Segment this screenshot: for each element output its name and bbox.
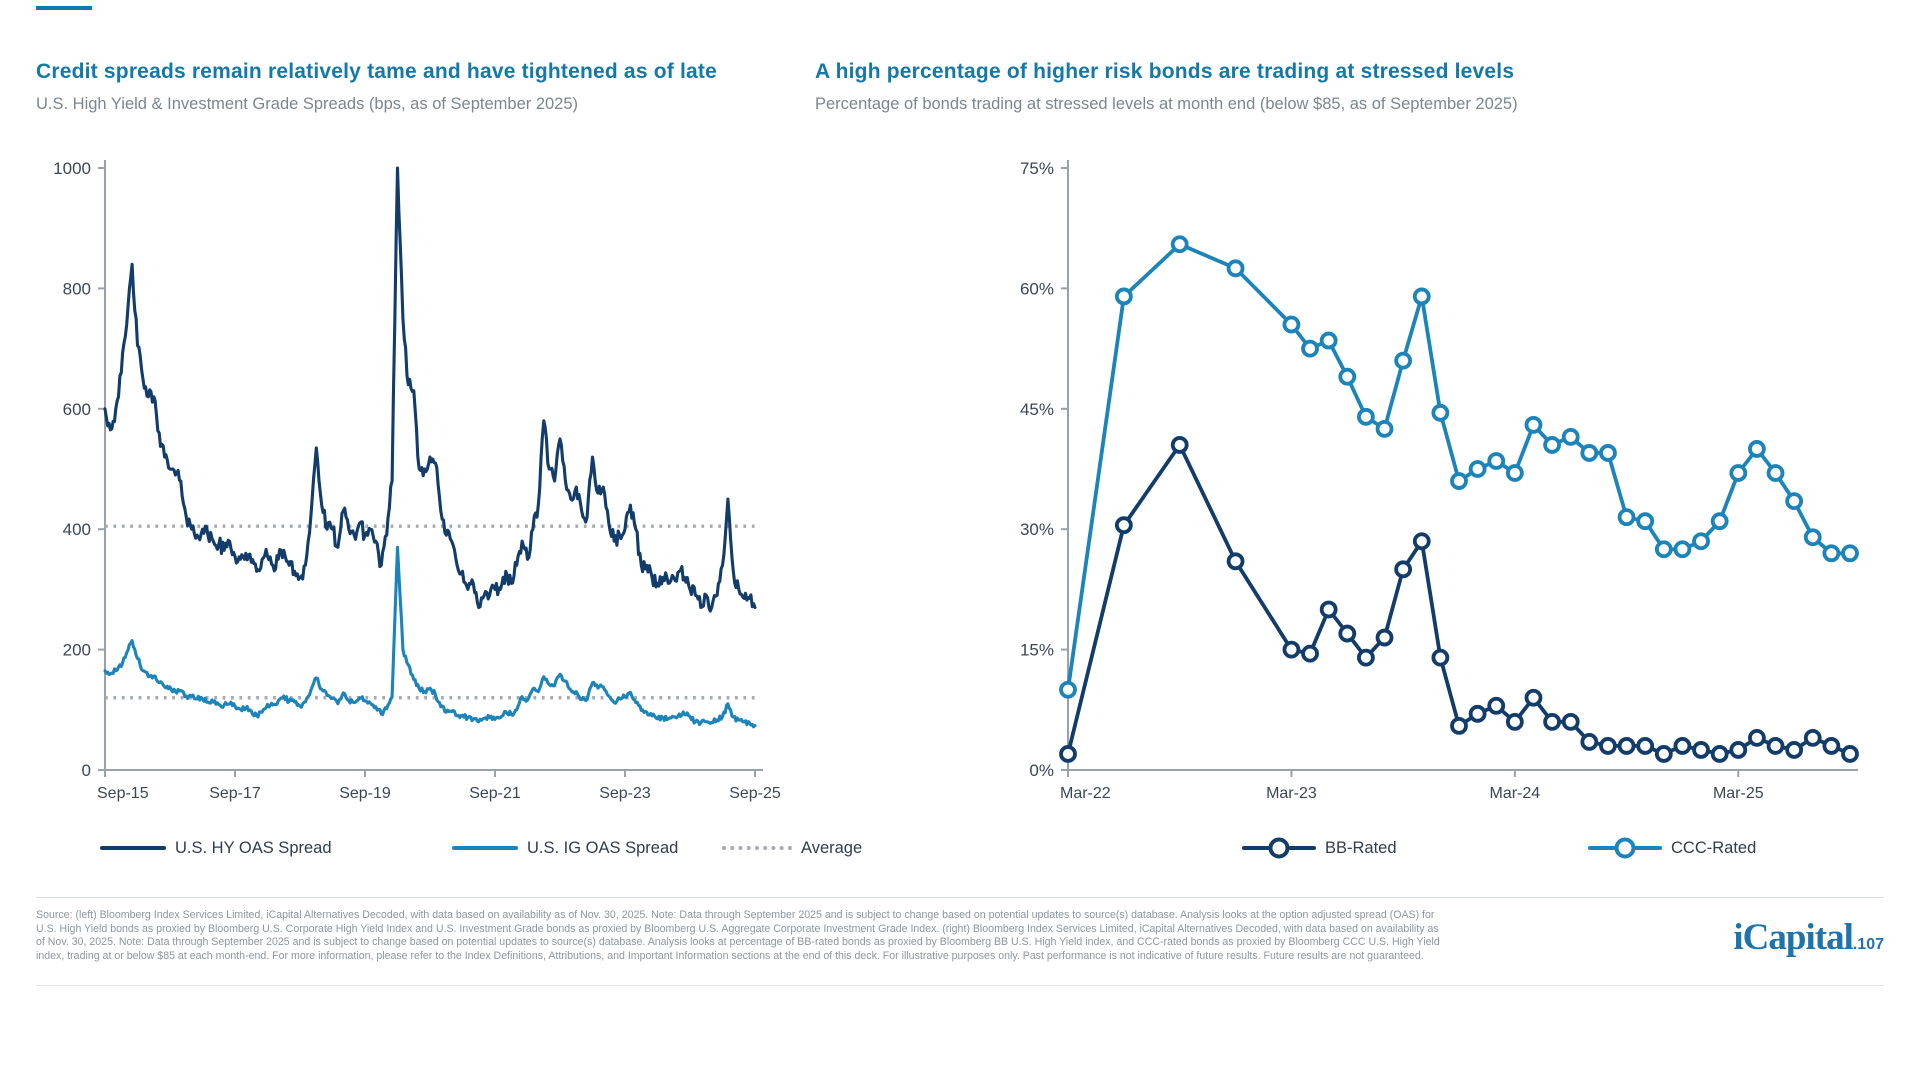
legend-label-ccc: CCC-Rated xyxy=(1671,838,1757,857)
icapital-logo: iCapital.107 xyxy=(1733,916,1884,959)
icapital-wordmark: iCapital xyxy=(1733,917,1853,958)
ccc-circle-icon xyxy=(1614,837,1636,859)
top-accent-bar xyxy=(36,6,92,10)
svg-text:30%: 30% xyxy=(1020,520,1054,539)
left-chart-subtitle: U.S. High Yield & Investment Grade Sprea… xyxy=(36,95,579,113)
right-chart-subtitle: Percentage of bonds trading at stressed … xyxy=(815,95,1518,113)
svg-text:0: 0 xyxy=(82,761,91,780)
footer-line: of Nov. 30, 2025. Note: Data through Sep… xyxy=(36,936,1440,948)
source-disclaimer: Source: (left) Bloomberg Index Services … xyxy=(36,909,1440,963)
average-dotted-swatch xyxy=(722,846,792,850)
footer-line: Source: (left) Bloomberg Index Services … xyxy=(36,909,1435,921)
svg-text:60%: 60% xyxy=(1020,279,1054,298)
svg-text:Sep-17: Sep-17 xyxy=(209,785,261,802)
svg-text:1000: 1000 xyxy=(53,159,91,178)
svg-text:0%: 0% xyxy=(1029,761,1054,780)
legend-item-bb: BB-Rated xyxy=(1242,836,1397,860)
hy-ig-spread-chart: 0 200 400 600 800 1000 Sep-15 Sep-17 Sep-19 Sep-2… xyxy=(53,159,781,802)
page-number: .107 xyxy=(1852,936,1884,953)
svg-text:Sep-15: Sep-15 xyxy=(97,785,149,802)
left-chart-title: Credit spreads remain relatively tame an… xyxy=(36,60,717,83)
svg-text:600: 600 xyxy=(63,400,91,419)
svg-text:Mar-23: Mar-23 xyxy=(1266,785,1317,802)
footer-line: U.S. High Yield bonds as proxied by Bloo… xyxy=(36,922,1439,935)
right-chart-title: A high percentage of higher risk bonds a… xyxy=(815,60,1515,83)
legend-item-hy: U.S. HY OAS Spread xyxy=(100,836,332,860)
legend-label-hy: U.S. HY OAS Spread xyxy=(175,838,332,857)
svg-text:45%: 45% xyxy=(1020,400,1054,419)
svg-text:400: 400 xyxy=(63,520,91,539)
footer-top-divider xyxy=(36,897,1884,898)
footer-line: index, trading at or below $85 at each m… xyxy=(36,949,1424,962)
svg-text:Mar-24: Mar-24 xyxy=(1490,785,1541,802)
legend-label-average: Average xyxy=(801,838,863,857)
legend-item-ccc: CCC-Rated xyxy=(1588,836,1756,860)
svg-text:200: 200 xyxy=(63,641,91,660)
legend-item-average: Average xyxy=(722,836,862,860)
svg-text:Sep-25: Sep-25 xyxy=(729,785,781,802)
footer-bottom-divider xyxy=(36,985,1884,986)
bb-circle-icon xyxy=(1268,837,1290,859)
bb-marker-swatch xyxy=(1242,837,1316,859)
legend-label-bb: BB-Rated xyxy=(1325,838,1397,857)
svg-text:15%: 15% xyxy=(1020,641,1054,660)
svg-text:Mar-22: Mar-22 xyxy=(1060,785,1111,802)
svg-text:Sep-23: Sep-23 xyxy=(599,785,651,802)
hy-line-swatch xyxy=(100,846,166,850)
stressed-bonds-chart: 0% 15% 30% 45% 60% 75% Mar-22 Mar-23 Mar-24 Mar-2… xyxy=(1020,159,1859,802)
ig-line-swatch xyxy=(452,846,518,850)
ccc-marker-swatch xyxy=(1588,837,1662,859)
svg-text:Sep-19: Sep-19 xyxy=(339,785,391,802)
svg-text:75%: 75% xyxy=(1020,159,1054,178)
svg-text:Mar-25: Mar-25 xyxy=(1713,785,1764,802)
svg-text:Sep-21: Sep-21 xyxy=(469,785,521,802)
svg-text:800: 800 xyxy=(63,279,91,298)
legend-label-ig: U.S. IG OAS Spread xyxy=(527,838,679,857)
legend-item-ig: U.S. IG OAS Spread xyxy=(452,836,678,860)
